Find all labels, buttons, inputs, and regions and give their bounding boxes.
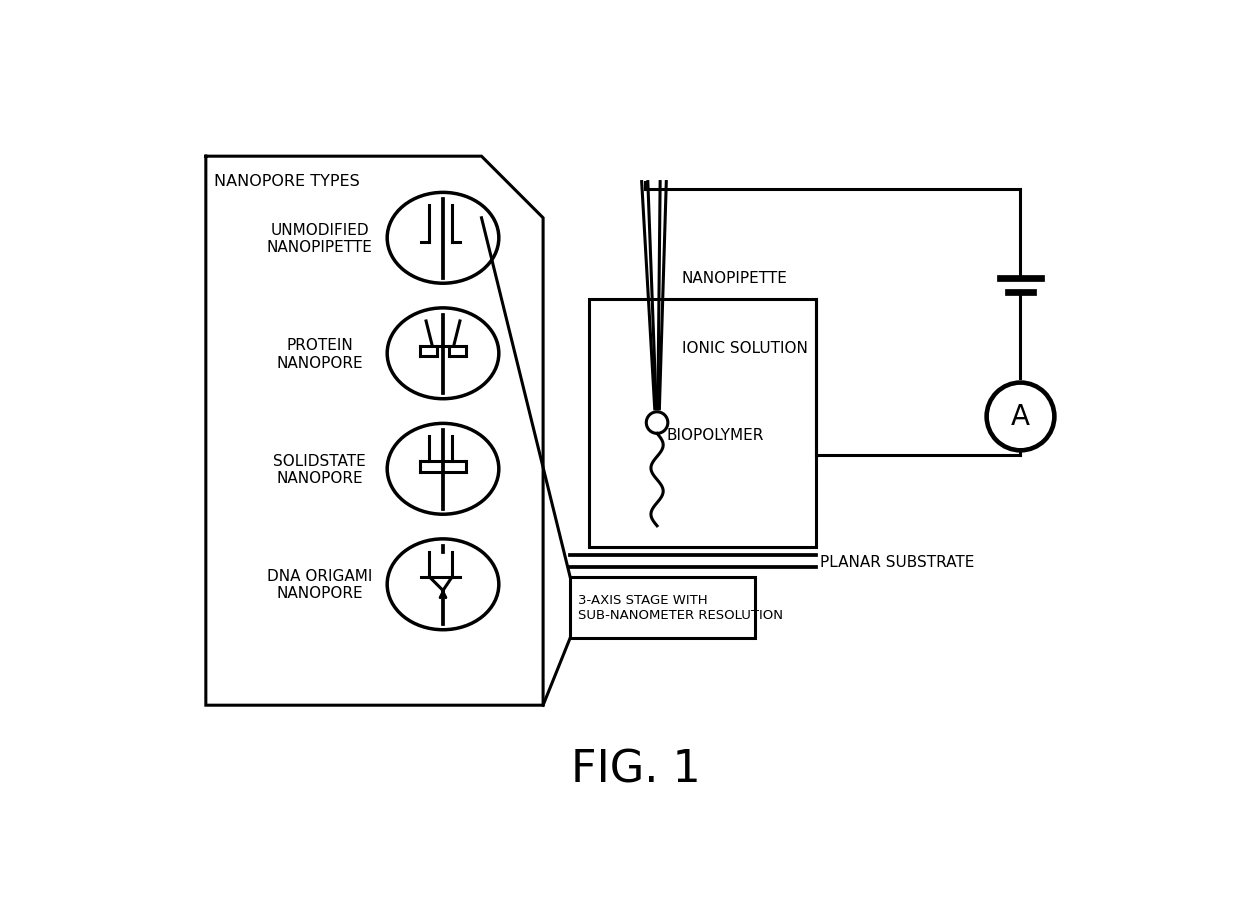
Bar xyxy=(570,577,755,639)
Text: PROTEIN
NANOPORE: PROTEIN NANOPORE xyxy=(277,338,363,370)
Text: BIOPOLYMER: BIOPOLYMER xyxy=(666,427,764,442)
Text: PLANAR SUBSTRATE: PLANAR SUBSTRATE xyxy=(821,554,975,569)
Text: DNA ORIGAMI
NANOPORE: DNA ORIGAMI NANOPORE xyxy=(267,568,372,601)
Text: NANOPIPETTE: NANOPIPETTE xyxy=(682,271,787,286)
Text: A: A xyxy=(1011,403,1030,431)
Text: NANOPORE TYPES: NANOPORE TYPES xyxy=(213,174,360,189)
Text: UNMODIFIED
NANOPIPETTE: UNMODIFIED NANOPIPETTE xyxy=(267,222,373,255)
Text: FIG. 1: FIG. 1 xyxy=(570,748,701,791)
Text: 3-AXIS STAGE WITH
SUB-NANOMETER RESOLUTION: 3-AXIS STAGE WITH SUB-NANOMETER RESOLUTI… xyxy=(578,594,782,621)
Text: SOLIDSTATE
NANOPORE: SOLIDSTATE NANOPORE xyxy=(274,453,366,486)
Bar xyxy=(589,300,816,548)
Text: IONIC SOLUTION: IONIC SOLUTION xyxy=(682,341,807,355)
